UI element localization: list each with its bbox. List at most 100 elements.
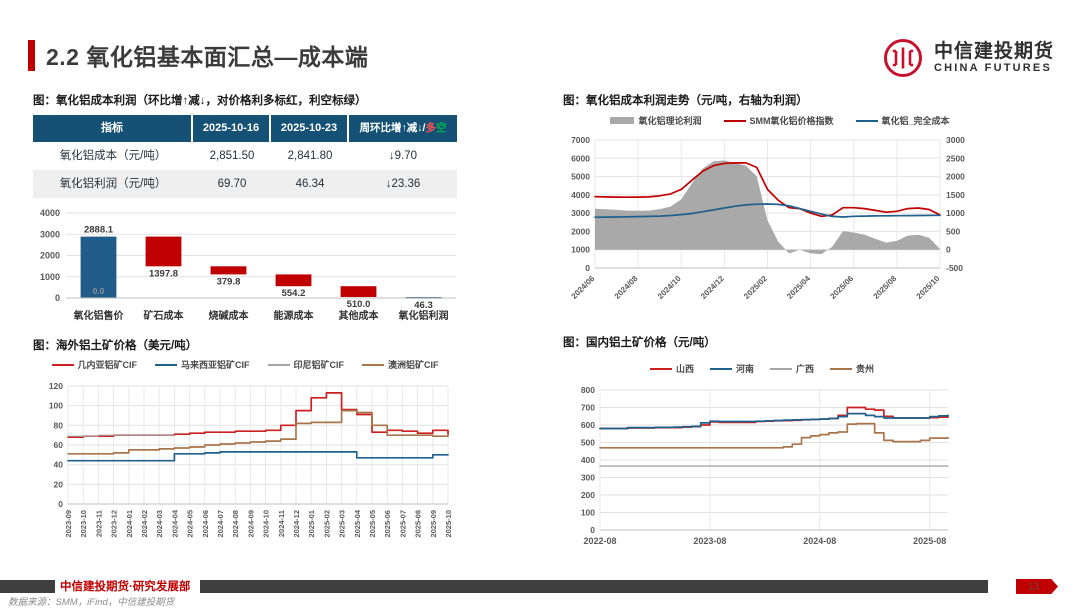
svg-text:0: 0 <box>58 499 63 509</box>
svg-text:2025-03: 2025-03 <box>338 510 347 538</box>
svg-text:300: 300 <box>581 473 595 483</box>
svg-text:800: 800 <box>581 385 595 395</box>
full-cost-line-swatch-icon <box>855 119 878 122</box>
svg-text:20: 20 <box>54 479 64 489</box>
malaysia-line-swatch-icon <box>155 363 177 366</box>
svg-text:2025-01: 2025-01 <box>307 510 316 538</box>
svg-text:2024/06: 2024/06 <box>570 274 597 301</box>
guizhou-line-swatch-icon <box>830 367 853 370</box>
svg-text:100: 100 <box>581 508 595 518</box>
svg-text:0: 0 <box>590 525 595 535</box>
svg-text:2025-08: 2025-08 <box>414 510 423 538</box>
svg-text:60: 60 <box>54 440 64 450</box>
svg-text:2023-09: 2023-09 <box>64 510 73 538</box>
table-header-row: 指标 2025-10-16 2025-10-23 周环比增↑减↓/多空 <box>33 115 457 142</box>
svg-text:379.8: 379.8 <box>217 276 241 287</box>
legend-item-shanxi: 山西 <box>649 362 694 375</box>
svg-text:2024-04: 2024-04 <box>170 509 179 537</box>
svg-text:46.3: 46.3 <box>414 300 433 311</box>
logo-name-en: CHINA FUTURES <box>933 61 1053 74</box>
footer-bar-right <box>200 580 988 593</box>
svg-text:2025-04: 2025-04 <box>353 509 362 537</box>
row-change: ↓9.70 <box>388 150 418 162</box>
svg-text:500: 500 <box>946 226 960 236</box>
henan-line-swatch-icon <box>709 367 732 370</box>
cost-profit-trend-legend: 氧化铝理论利润 SMM氧化铝价格指数 氧化铝_完全成本 <box>560 114 1000 127</box>
svg-text:2024-05: 2024-05 <box>186 510 195 538</box>
svg-text:2025/06: 2025/06 <box>828 274 855 301</box>
legend-item-malaysia: 马来西亚铝矿CIF <box>155 358 250 371</box>
row-value-1: 69.70 <box>217 178 247 190</box>
row-label: 氧化铝利润（元/吨） <box>59 178 167 190</box>
svg-text:3000: 3000 <box>571 208 590 218</box>
fig-title-cost-profit-trend: 图：氧化铝成本利润走势（元/吨，右轴为利润） <box>563 95 808 107</box>
svg-text:2025/08: 2025/08 <box>871 274 898 301</box>
overseas-bauxite-chart: 0 20 40 60 80 100 120 2023-09 2023-10 2023-11 2023… <box>30 378 460 561</box>
svg-text:1000: 1000 <box>571 245 590 255</box>
row-change: ↓23.36 <box>385 178 421 190</box>
svg-text:4000: 4000 <box>571 190 590 200</box>
svg-text:4000: 4000 <box>40 208 60 218</box>
svg-text:2024/08: 2024/08 <box>613 274 640 301</box>
svg-text:510.0: 510.0 <box>347 299 371 310</box>
svg-text:80: 80 <box>54 420 64 430</box>
svg-text:2024-10: 2024-10 <box>262 510 271 538</box>
svg-text:2024-08: 2024-08 <box>803 536 836 546</box>
profit-area-swatch-icon <box>610 117 635 124</box>
svg-text:2025-07: 2025-07 <box>398 510 407 538</box>
logo-text: 中信建投期货 CHINA FUTURES <box>933 41 1054 75</box>
svg-text:554.2: 554.2 <box>282 288 306 299</box>
svg-text:700: 700 <box>581 403 595 413</box>
row-value-2: 46.34 <box>295 178 325 190</box>
title-accent-bar <box>28 39 35 71</box>
legend-item-smm-price: SMM氧化铝价格指数 <box>723 114 834 127</box>
svg-text:2000: 2000 <box>946 172 965 182</box>
svg-text:120: 120 <box>49 381 63 391</box>
svg-text:2024-08: 2024-08 <box>231 510 240 538</box>
legend-item-indonesia: 印尼铝矿CIF <box>267 358 344 371</box>
svg-text:3000: 3000 <box>946 135 965 145</box>
svg-text:2025-08: 2025-08 <box>913 536 946 546</box>
svg-text:2024-03: 2024-03 <box>155 510 164 538</box>
svg-text:2025-06: 2025-06 <box>383 510 392 538</box>
svg-text:0: 0 <box>946 245 951 255</box>
svg-text:-500: -500 <box>946 263 963 273</box>
company-logo: 中信建投期货 CHINA FUTURES <box>881 36 1054 80</box>
svg-text:2024/12: 2024/12 <box>699 274 726 301</box>
svg-text:1397.8: 1397.8 <box>149 268 178 279</box>
domestic-bauxite-chart: 0 100 200 300 400 500 600 700 800 2022-08 2023-08 2… <box>562 382 962 557</box>
legend-item-guinea: 几内亚铝矿CIF <box>51 358 137 371</box>
indonesia-line-swatch-icon <box>267 363 290 366</box>
footer-bar-left <box>0 580 55 593</box>
domestic-bauxite-legend: 山西 河南 广西 贵州 <box>562 362 962 375</box>
svg-text:2888.1: 2888.1 <box>84 225 114 236</box>
svg-text:2025/04: 2025/04 <box>785 274 812 301</box>
cost-profit-table: 指标 2025-10-16 2025-10-23 周环比增↑减↓/多空 氧化铝成… <box>33 115 457 198</box>
smm-price-line-swatch-icon <box>723 119 746 122</box>
svg-text:2023-08: 2023-08 <box>693 536 726 546</box>
svg-text:2025-02: 2025-02 <box>322 510 331 538</box>
australia-line-swatch-icon <box>362 363 384 366</box>
svg-text:500: 500 <box>581 438 595 448</box>
svg-text:2024-02: 2024-02 <box>140 510 149 538</box>
svg-text:600: 600 <box>581 420 595 430</box>
header-indicator: 指标 <box>33 115 193 142</box>
svg-text:2023-11: 2023-11 <box>94 510 103 537</box>
overseas-bauxite-legend: 几内亚铝矿CIF 马来西亚铝矿CIF 印尼铝矿CIF 澳洲铝矿CIF <box>30 358 460 371</box>
svg-text:烧碱成本: 烧碱成本 <box>209 309 250 322</box>
svg-text:2500: 2500 <box>946 153 965 163</box>
cost-profit-trend-chart: 0 1000 2000 3000 4000 5000 6000 7000 -500 0 500 100… <box>560 132 1000 317</box>
svg-text:2022-08: 2022-08 <box>583 536 616 546</box>
legend-item-australia: 澳洲铝矿CIF <box>362 358 439 371</box>
svg-text:2025/10: 2025/10 <box>915 274 942 301</box>
guinea-line-swatch-icon <box>51 363 74 366</box>
page-number-badge: 13 <box>1016 579 1058 594</box>
data-source-note: 数据来源：SMM，iFind，中信建投期货 <box>8 597 175 608</box>
svg-text:2025/02: 2025/02 <box>742 274 769 301</box>
svg-text:2025-09: 2025-09 <box>429 510 438 538</box>
citic-logo-icon <box>883 39 922 77</box>
shanxi-line-swatch-icon <box>649 367 672 370</box>
svg-text:矿石成本: 矿石成本 <box>144 309 185 322</box>
svg-text:0: 0 <box>585 263 590 273</box>
